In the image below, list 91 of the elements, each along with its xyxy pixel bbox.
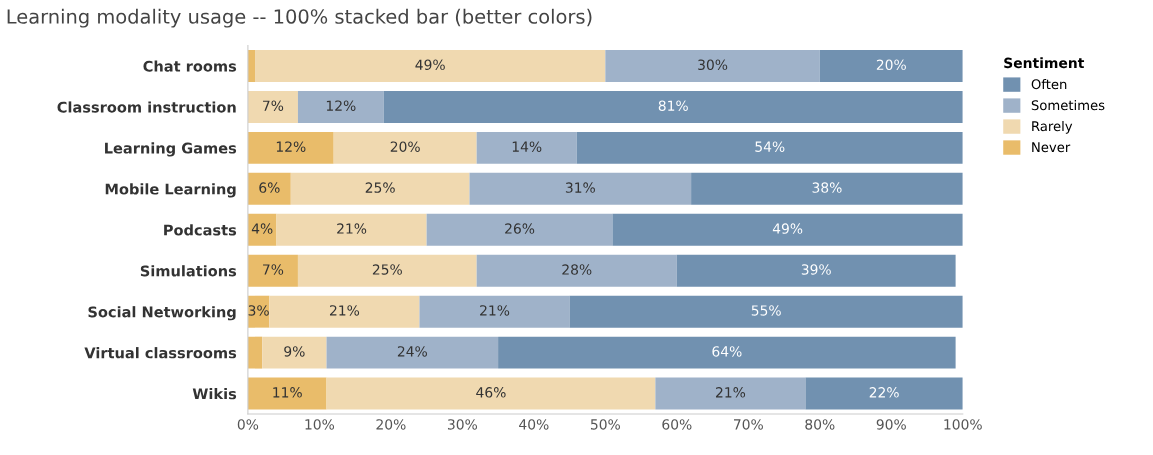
- y-tick-label: Mobile Learning: [105, 183, 236, 198]
- bar: [612, 213, 963, 246]
- bar: [333, 131, 477, 164]
- x-tick-label: 90%: [876, 419, 906, 430]
- data-label: 20%: [876, 59, 906, 70]
- y-tick-label: Classroom instruction: [57, 101, 236, 113]
- x-tick-label: 10%: [305, 419, 335, 430]
- bar: [247, 90, 298, 123]
- data-label: 21%: [480, 305, 510, 316]
- bar: [469, 172, 692, 205]
- data-label: 46%: [476, 387, 506, 398]
- data-label: 54%: [755, 141, 785, 152]
- legend-label: Often: [1031, 79, 1067, 90]
- data-label: 38%: [812, 182, 842, 193]
- bar: [498, 336, 956, 369]
- data-label: 24%: [397, 346, 427, 357]
- x-tick-label: 40%: [519, 419, 549, 430]
- bar: [247, 172, 291, 205]
- legend-label: Rarely: [1032, 120, 1073, 134]
- x-tick-label: 60%: [662, 419, 692, 430]
- bar: [326, 377, 656, 410]
- x-tick-label: 30%: [447, 419, 478, 430]
- data-label: 14%: [512, 141, 542, 152]
- bar: [426, 213, 613, 246]
- bar: [276, 213, 427, 246]
- bar: [476, 131, 577, 164]
- x-tick-label: 20%: [376, 419, 406, 430]
- data-label: 11%: [273, 387, 302, 398]
- data-label: 3%: [248, 305, 269, 316]
- x-tick-label: 70%: [734, 419, 763, 430]
- bar: [269, 295, 420, 328]
- bar: [576, 131, 963, 164]
- y-tick-label: Social Networking: [88, 306, 236, 321]
- legend-label: Never: [1032, 142, 1071, 153]
- data-label: 25%: [372, 264, 402, 275]
- data-label: 64%: [712, 346, 742, 357]
- data-label: 6%: [259, 182, 280, 193]
- data-label: 21%: [329, 305, 360, 316]
- data-label: 25%: [365, 182, 395, 193]
- legend-label: Sometimes: [1031, 99, 1105, 111]
- bar: [605, 50, 820, 82]
- data-label: 55%: [751, 305, 781, 316]
- x-tick-label: 0%: [237, 419, 259, 430]
- y-tick-label: Simulations: [140, 265, 237, 277]
- bar: [819, 50, 963, 82]
- data-label: 9%: [284, 346, 305, 357]
- bar: [569, 295, 963, 328]
- data-label: 31%: [565, 182, 595, 193]
- bar: [805, 377, 963, 410]
- x-tick-label: 80%: [805, 419, 835, 430]
- y-tick-label: Chat rooms: [143, 60, 237, 72]
- data-label: 7%: [263, 264, 284, 275]
- bar: [247, 254, 298, 287]
- x-tick-label: 100%: [944, 419, 982, 430]
- bar: [262, 336, 327, 369]
- bar: [247, 131, 334, 164]
- bar: [655, 377, 806, 410]
- bar: [419, 295, 570, 328]
- y-tick-label: Wikis: [192, 388, 237, 400]
- data-label: 21%: [716, 387, 746, 398]
- bar: [297, 90, 384, 123]
- data-label: 12%: [326, 100, 356, 111]
- data-label: 49%: [772, 223, 803, 234]
- y-tick-label: Virtual classrooms: [84, 347, 237, 359]
- data-label: 26%: [505, 223, 535, 234]
- bar: [676, 254, 956, 287]
- data-label: 4%: [251, 223, 273, 234]
- data-label: 20%: [390, 141, 420, 152]
- data-label: 7%: [263, 100, 284, 111]
- data-label: 21%: [337, 223, 367, 234]
- data-label: 12%: [276, 141, 306, 152]
- chart-title: Learning modality usage -- 100% stacked bar (better colors): [7, 8, 592, 28]
- legend-title: Sentiment: [1004, 57, 1085, 69]
- data-label: 81%: [658, 100, 688, 111]
- bar: [297, 254, 477, 287]
- bar: [383, 90, 963, 123]
- bar: [476, 254, 677, 287]
- data-label: 22%: [869, 387, 899, 398]
- bar: [290, 172, 470, 205]
- bar: [247, 377, 327, 410]
- y-tick-label: Learning Games: [105, 142, 237, 157]
- x-tick-label: 50%: [590, 419, 620, 430]
- bar: [247, 336, 263, 369]
- bar: [691, 172, 963, 205]
- bar: [255, 50, 606, 82]
- data-label: 30%: [698, 59, 728, 70]
- data-label: 39%: [801, 264, 831, 275]
- y-tick-label: Podcasts: [164, 224, 237, 236]
- data-label: 28%: [562, 264, 592, 275]
- data-label: 49%: [415, 59, 445, 70]
- bar: [326, 336, 499, 369]
